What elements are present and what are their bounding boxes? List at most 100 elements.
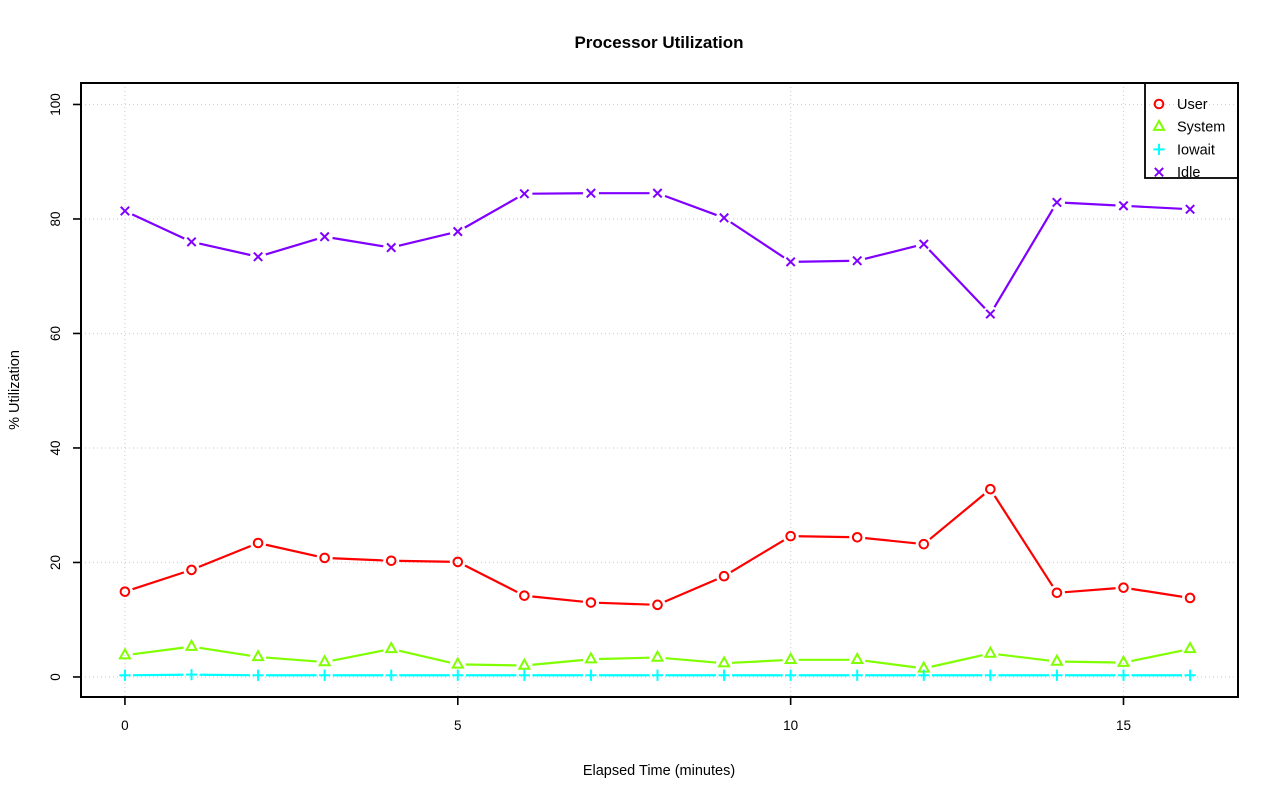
point-idle — [985, 309, 996, 319]
series-segment — [1131, 205, 1183, 210]
series-segment — [1064, 660, 1116, 664]
series-segment — [198, 544, 252, 568]
legend-label: Idle — [1177, 165, 1200, 181]
point-iowait — [851, 669, 863, 681]
legend-item-system — [1152, 118, 1166, 131]
series-segment — [265, 656, 317, 663]
point-user — [319, 552, 330, 564]
point-user — [119, 586, 131, 597]
series-segment — [665, 657, 717, 664]
series-segment — [993, 208, 1054, 308]
point-system — [517, 657, 532, 670]
axis-ticks — [73, 103, 1125, 705]
point-iowait — [119, 669, 131, 681]
point-system — [650, 649, 665, 662]
point-user — [985, 483, 996, 495]
grid-lines — [81, 83, 1238, 697]
series-segment — [265, 543, 318, 558]
series-segment — [998, 653, 1050, 662]
series-segment — [332, 649, 384, 662]
point-user — [585, 597, 597, 608]
series-segment — [132, 571, 185, 591]
point-system — [251, 649, 265, 662]
series-segment — [132, 646, 184, 656]
point-system — [1183, 641, 1197, 654]
point-iowait — [1051, 669, 1063, 681]
series-segment — [332, 236, 384, 248]
point-user — [1051, 587, 1063, 599]
point-idle — [785, 256, 796, 267]
point-idle — [1185, 204, 1195, 215]
point-system — [317, 654, 332, 667]
legend-label: Iowait — [1177, 142, 1215, 158]
point-system — [184, 638, 199, 651]
series-segment — [1131, 587, 1183, 598]
point-idle — [1118, 200, 1129, 211]
point-system — [1050, 653, 1064, 666]
series-segment — [131, 213, 185, 240]
point-iowait — [319, 669, 331, 681]
series-iowait — [119, 669, 1196, 681]
point-iowait — [185, 669, 198, 681]
series-segment — [265, 237, 318, 256]
x-tick-label: 15 — [1116, 718, 1131, 733]
point-iowait — [452, 669, 464, 681]
point-idle — [918, 239, 929, 250]
y-tick-label: 20 — [48, 555, 63, 570]
series-segment — [929, 493, 985, 540]
series-segment — [199, 242, 251, 257]
point-idle-legend — [1154, 167, 1164, 178]
y-tick-label: 80 — [48, 211, 63, 226]
point-iowait — [918, 669, 930, 681]
series-segment — [398, 649, 451, 664]
point-user — [252, 537, 264, 549]
point-idle — [120, 206, 130, 216]
point-idle — [1052, 197, 1062, 208]
point-system — [384, 641, 398, 654]
series-segment — [730, 539, 785, 574]
series-segment — [1064, 587, 1116, 594]
point-iowait — [1117, 669, 1130, 681]
point-system — [983, 645, 998, 658]
legend: User System Iowait Idle — [1144, 82, 1239, 181]
series-segment — [928, 249, 986, 309]
point-system — [584, 651, 598, 664]
series-segment — [464, 196, 518, 229]
point-idle — [452, 226, 463, 237]
point-iowait-legend — [1153, 143, 1165, 155]
axis-tick-labels: 0 5 10 15 0 20 40 60 80 100 — [48, 93, 1131, 733]
point-system-legend — [1152, 118, 1166, 131]
series-segment — [199, 646, 251, 657]
point-idle — [253, 251, 263, 262]
series-segment — [532, 658, 584, 666]
chart-title: Processor Utilization — [574, 33, 743, 52]
x-tick-label: 0 — [121, 718, 129, 733]
point-user — [718, 570, 730, 582]
point-system — [717, 655, 731, 668]
plot-border — [80, 82, 1239, 698]
legend-label: User — [1177, 97, 1208, 113]
series-segment — [993, 495, 1054, 587]
y-axis-label: % Utilization — [7, 350, 23, 430]
series-segment — [1131, 649, 1183, 663]
point-idle — [719, 212, 729, 223]
point-system — [850, 651, 864, 664]
series-segment — [464, 564, 518, 594]
y-tick-label: 60 — [48, 326, 63, 341]
point-idle — [319, 231, 330, 242]
x-tick-label: 10 — [783, 718, 798, 733]
point-user — [1118, 582, 1129, 593]
x-tick-label: 5 — [454, 718, 462, 733]
y-tick-label: 100 — [48, 93, 63, 116]
point-user — [851, 531, 863, 543]
point-idle — [852, 255, 863, 266]
series-segment — [732, 659, 783, 664]
series-segment — [798, 259, 850, 263]
series-idle — [120, 188, 1195, 319]
legend-item-user — [1153, 98, 1165, 110]
point-iowait — [252, 669, 264, 681]
legend-item-idle — [1154, 167, 1164, 178]
point-user — [652, 599, 663, 611]
point-user — [785, 530, 796, 542]
